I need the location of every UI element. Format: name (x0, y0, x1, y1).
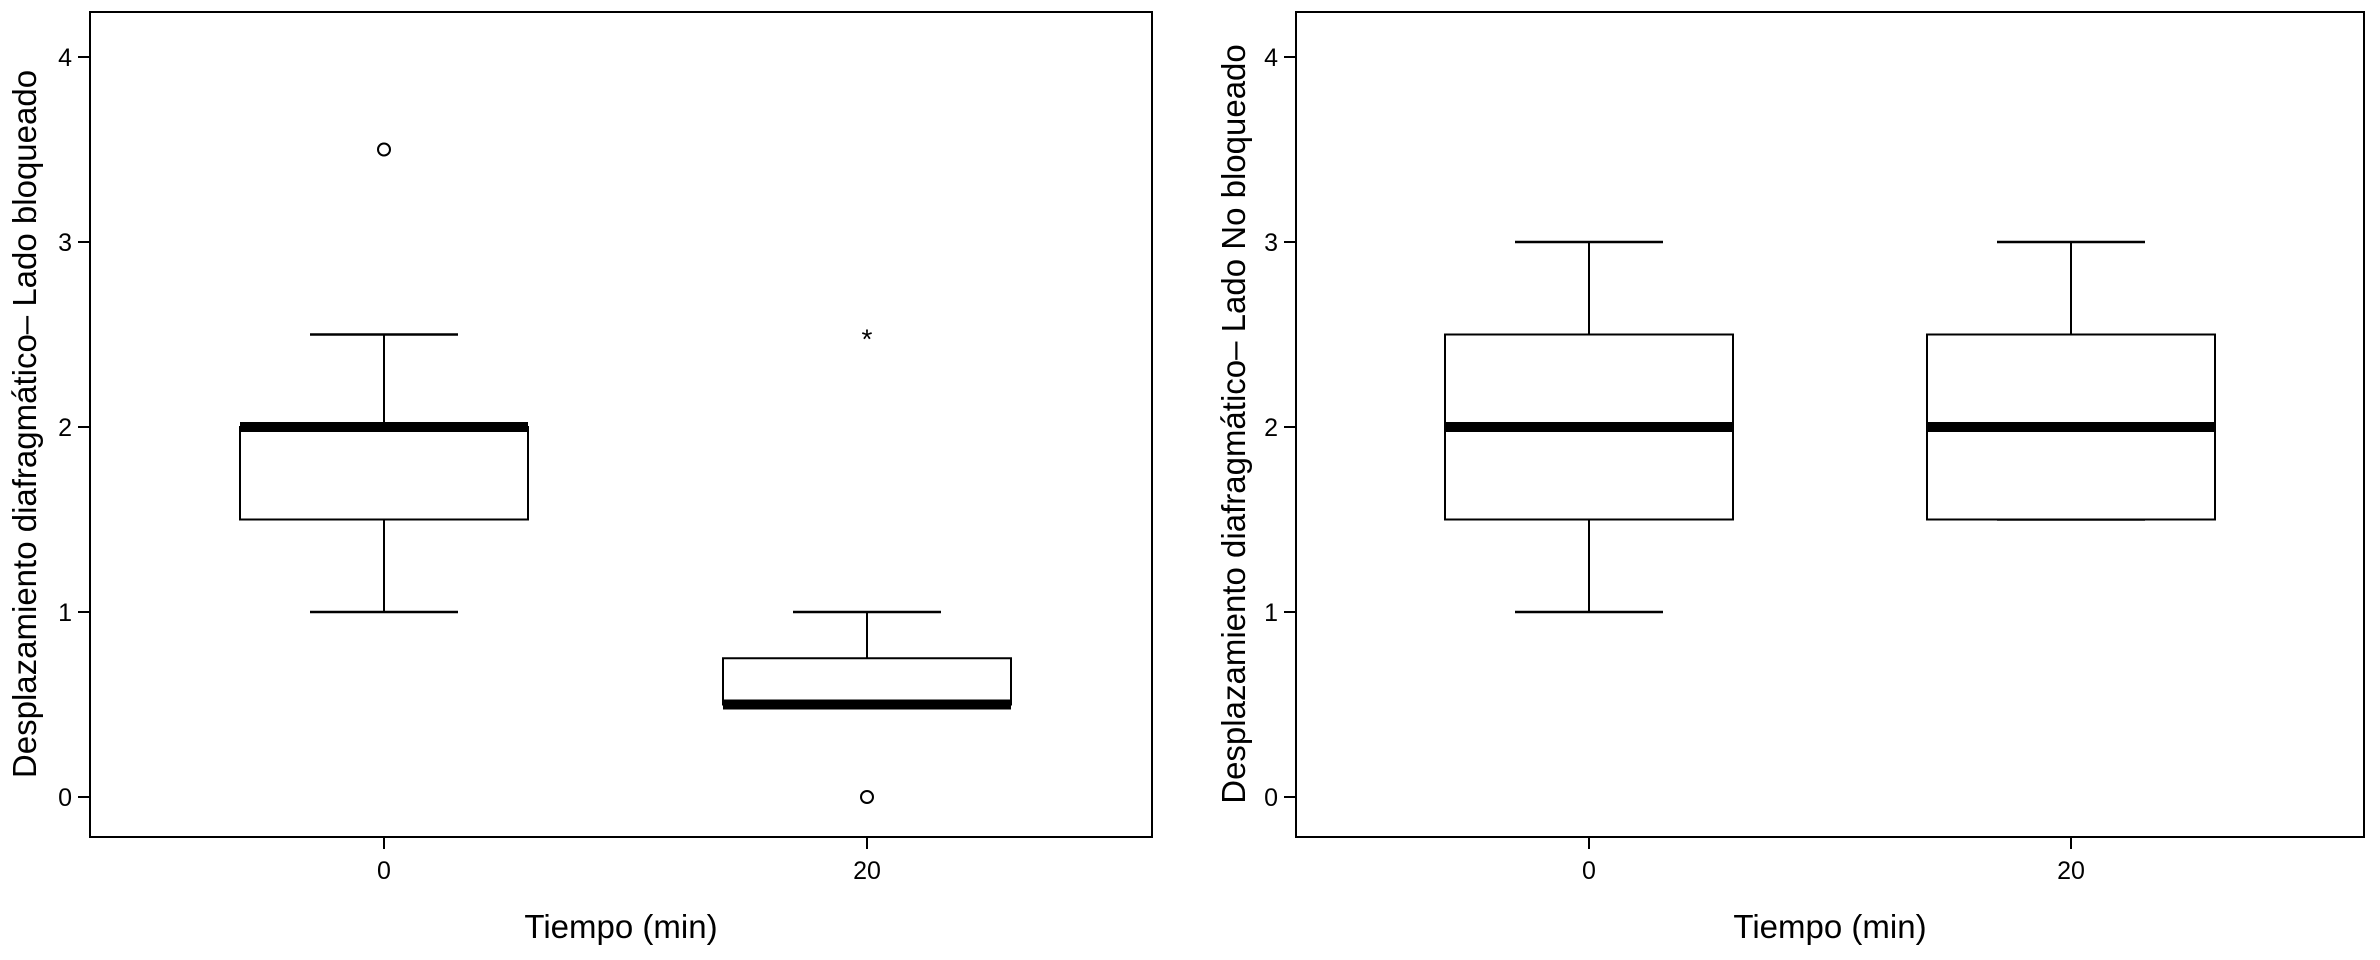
x-axis-title: Tiempo (min) (1733, 908, 1926, 945)
plot-marks: 0 1 2 3 4 0 20 * (58, 44, 1012, 885)
y-axis-title: Desplazamiento diafragmático– Lado No bl… (1215, 44, 1252, 804)
extreme-outlier-point: * (862, 324, 873, 355)
x-axis-title: Tiempo (min) (524, 908, 717, 945)
plot-marks: 0 1 2 3 4 0 20 (1264, 44, 2216, 885)
iqr-box (239, 426, 529, 521)
y-tick-label: 3 (1264, 229, 1278, 257)
y-tick-label: 1 (1264, 599, 1278, 627)
outlier-point (860, 790, 874, 804)
y-tick-label: 1 (58, 599, 72, 627)
plot-area-frame (89, 11, 1153, 838)
outlier-point (377, 142, 391, 157)
left-boxplot-panel: Tiempo (min) Desplazamiento diafragmátic… (6, 11, 1153, 945)
x-tick-label: 0 (377, 857, 391, 885)
y-tick-label: 0 (58, 784, 72, 812)
x-tick-label: 0 (1582, 857, 1596, 885)
y-tick-label: 3 (58, 229, 72, 257)
right-boxplot-panel: Tiempo (min) Desplazamiento diafragmátic… (1215, 11, 2365, 945)
y-tick-label: 0 (1264, 784, 1278, 812)
y-tick-label: 2 (58, 414, 72, 442)
x-tick-label: 20 (2057, 857, 2085, 885)
x-tick-label: 20 (853, 857, 881, 885)
y-axis-title: Desplazamiento diafragmático– Lado bloqu… (6, 70, 43, 778)
y-tick-label: 4 (1264, 44, 1278, 72)
plot-area-frame (1295, 11, 2365, 838)
y-tick-label: 4 (58, 44, 72, 72)
y-tick-label: 2 (1264, 414, 1278, 442)
iqr-box (722, 657, 1012, 706)
